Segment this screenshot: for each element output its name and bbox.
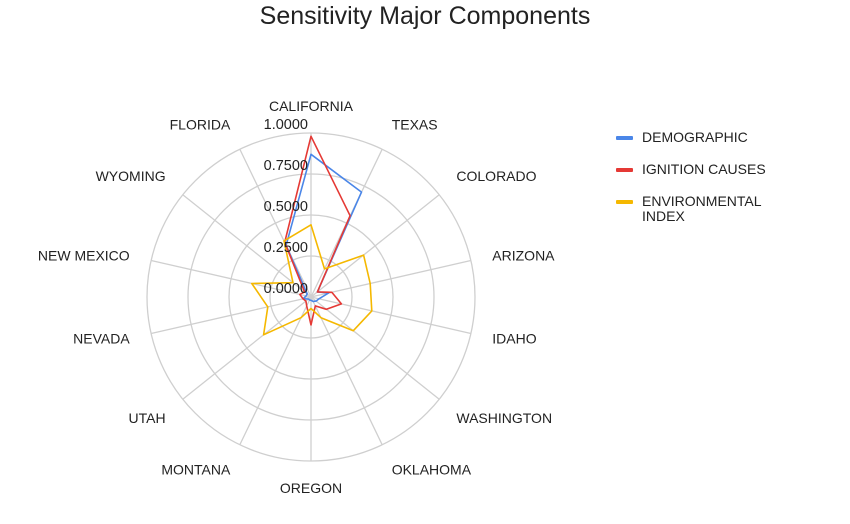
axis-label-wyoming: WYOMING — [96, 168, 166, 184]
tick-label: 0.7500 — [264, 158, 308, 174]
legend-item: DEMOGRAPHIC — [616, 130, 846, 145]
axis-label-florida: FLORIDA — [170, 116, 231, 132]
grid-spoke — [310, 296, 440, 400]
axis-label-nevada: NEVADA — [73, 330, 130, 346]
grid-spoke — [310, 259, 472, 298]
tick-label: 0.5000 — [264, 199, 308, 215]
series-line-demographic — [285, 153, 363, 303]
legend-label: IGNITION CAUSES — [642, 161, 766, 177]
grid-spoke — [150, 259, 312, 298]
legend-swatch — [616, 136, 633, 140]
axis-label-oregon: OREGON — [280, 480, 342, 496]
grid-spoke — [182, 194, 312, 298]
grid-spoke — [310, 296, 383, 446]
series-line-environmental-index — [251, 224, 373, 336]
axis-label-texas: TEXAS — [392, 116, 438, 132]
grid-spoke — [310, 296, 472, 335]
grid-spoke — [239, 296, 312, 446]
legend-item: IGNITION CAUSES — [616, 162, 846, 177]
legend-swatch — [616, 168, 633, 172]
grid-spoke — [150, 296, 312, 335]
tick-label: 1.0000 — [264, 117, 308, 133]
axis-label-montana: MONTANA — [161, 462, 231, 478]
chart-title: Sensitivity Major Components — [259, 2, 591, 30]
tick-label: 0.2500 — [264, 240, 308, 256]
grid-spoke — [182, 296, 312, 400]
legend: DEMOGRAPHIC IGNITION CAUSES ENVIRONMENTAL … — [616, 130, 846, 241]
axis-label-new-mexico: NEW MEXICO — [38, 248, 130, 264]
axis-label-arizona: ARIZONA — [492, 248, 555, 264]
legend-swatch — [616, 200, 633, 204]
series-layer — [251, 135, 373, 336]
tick-labels: 0.0000 0.2500 0.5000 0.7500 1.0000 — [264, 117, 308, 297]
axis-label-washington: WASHINGTON — [456, 410, 552, 426]
grid-spoke — [239, 148, 312, 298]
grid-spoke — [310, 194, 440, 298]
axis-label-utah: UTAH — [129, 410, 166, 426]
axis-label-oklahoma: OKLAHOMA — [392, 462, 472, 478]
series-line-ignition-causes — [283, 135, 351, 326]
legend-label: DEMOGRAPHIC — [642, 129, 748, 145]
axis-label-california: CALIFORNIA — [269, 98, 354, 114]
tick-label: 0.0000 — [264, 281, 308, 297]
legend-item: ENVIRONMENTAL INDEX — [616, 194, 792, 224]
axis-label-colorado: COLORADO — [456, 168, 536, 184]
axis-label-idaho: IDAHO — [492, 330, 536, 346]
legend-label: ENVIRONMENTAL INDEX — [642, 193, 762, 224]
radar-grid — [146, 132, 476, 462]
axis-labels: CALIFORNIA TEXAS COLORADO ARIZONA IDAHO WASHI… — [38, 98, 555, 496]
